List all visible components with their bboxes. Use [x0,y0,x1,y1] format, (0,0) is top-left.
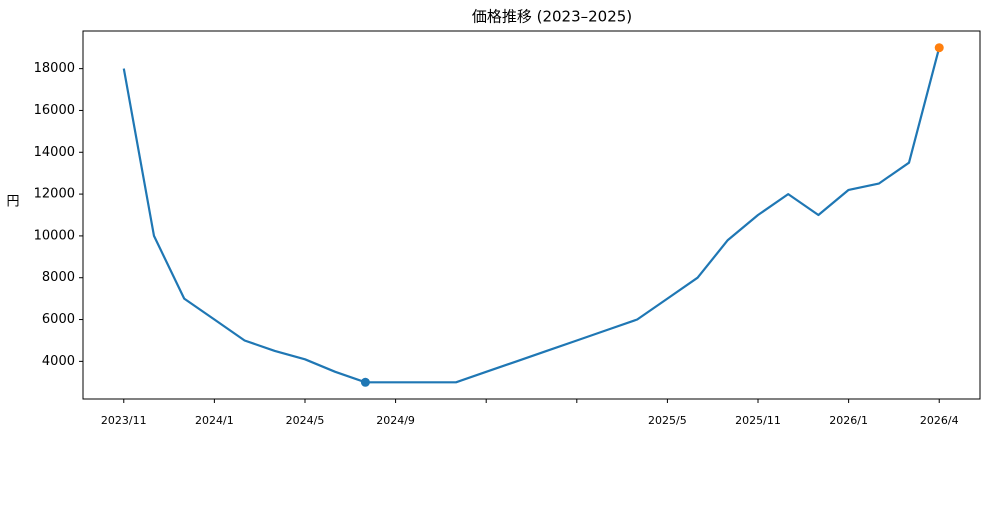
y-tick-label: 4000 [42,354,75,369]
y-tick-label: 18000 [34,61,75,76]
y-tick-label: 14000 [34,145,75,160]
x-tick-label: 2024/1 [195,414,234,427]
max-marker [934,43,944,53]
y-tick-label: 16000 [34,103,75,118]
x-tick-label: 2026/4 [920,414,959,427]
chart-title: 価格推移 (2023–2025) [472,8,632,26]
x-tick-label: 2024/5 [286,414,325,427]
y-tick-label: 6000 [42,312,75,327]
x-tick-label: 2025/11 [735,414,781,427]
min-marker [360,377,370,387]
y-tick-label: 10000 [34,228,75,243]
x-tick-label: 2025/5 [648,414,687,427]
y-tick-label: 8000 [42,270,75,285]
y-axis-label: 円 [6,195,19,210]
line [122,47,941,384]
plot-frame [82,30,981,400]
y-tick-label: 12000 [34,187,75,202]
x-tick-label: 2026/1 [829,414,868,427]
x-tick-label: 2024/9 [376,414,415,427]
x-tick-label: 2023/11 [101,414,147,427]
